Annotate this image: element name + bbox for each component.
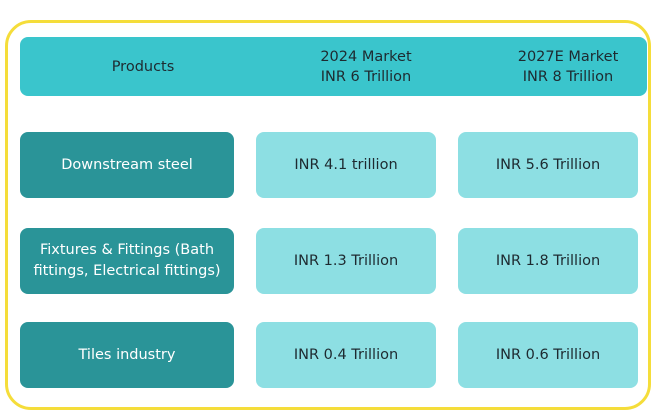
header-2024-value: INR 6 Trillion <box>320 68 412 85</box>
value-2027-tiles-industry: INR 0.6 Trillion <box>458 322 638 388</box>
row-label-tiles-industry: Tiles industry <box>20 322 234 388</box>
value-2024-fixtures-fittings: INR 1.3 Trillion <box>256 228 436 294</box>
row-label-fixtures-fittings: Fixtures & Fittings (Bath fittings, Elec… <box>20 228 234 294</box>
table-header: Products 2024 Market INR 6 Trillion 2027… <box>20 37 647 96</box>
header-2027-value: INR 8 Trillion <box>522 68 614 85</box>
value-2024-tiles-industry: INR 0.4 Trillion <box>256 322 436 388</box>
outer-frame <box>5 20 651 410</box>
header-2024-title: 2024 Market <box>320 48 412 65</box>
value-2027-fixtures-fittings: INR 1.8 Trillion <box>458 228 638 294</box>
header-2024-market: 2024 Market INR 6 Trillion <box>276 37 456 96</box>
header-2027-title: 2027E Market <box>517 48 619 65</box>
header-2027-market: 2027E Market INR 8 Trillion <box>478 37 656 96</box>
row-label-downstream-steel: Downstream steel <box>20 132 234 198</box>
header-products: Products <box>111 58 175 75</box>
value-2024-downstream-steel: INR 4.1 trillion <box>256 132 436 198</box>
value-2027-downstream-steel: INR 5.6 Trillion <box>458 132 638 198</box>
